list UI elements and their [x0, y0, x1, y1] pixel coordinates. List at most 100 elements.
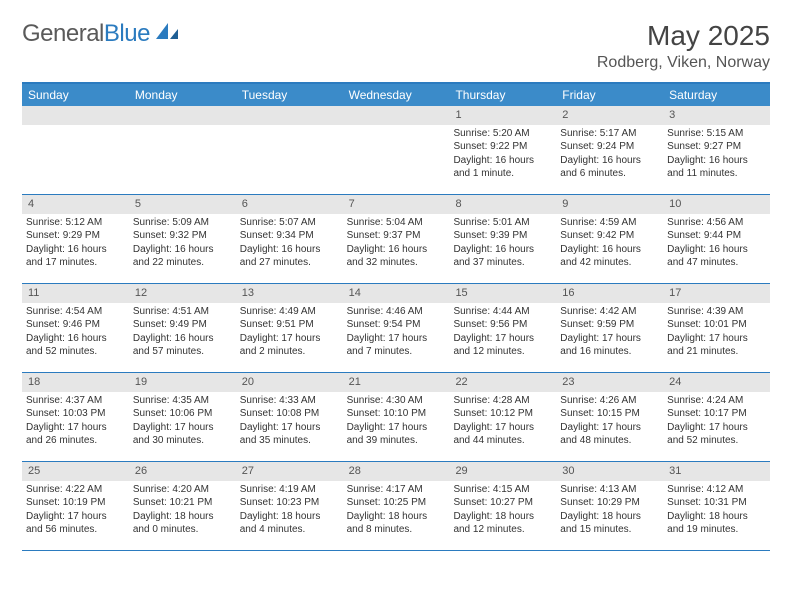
- day-details: Sunrise: 4:42 AMSunset: 9:59 PMDaylight:…: [560, 305, 659, 359]
- calendar-day: 8Sunrise: 5:01 AMSunset: 9:39 PMDaylight…: [449, 195, 556, 283]
- calendar-day: 16Sunrise: 4:42 AMSunset: 9:59 PMDayligh…: [556, 284, 663, 372]
- day-detail-line: Sunset: 10:17 PM: [667, 407, 766, 421]
- day-detail-line: and 15 minutes.: [560, 523, 659, 537]
- calendar-day: 29Sunrise: 4:15 AMSunset: 10:27 PMDaylig…: [449, 462, 556, 550]
- day-number: 18: [22, 373, 129, 392]
- day-number: 27: [236, 462, 343, 481]
- day-number: 5: [129, 195, 236, 214]
- day-detail-line: and 4 minutes.: [240, 523, 339, 537]
- day-number: 17: [663, 284, 770, 303]
- day-detail-line: Daylight: 17 hours: [133, 421, 232, 435]
- day-detail-line: Sunrise: 4:54 AM: [26, 305, 125, 319]
- day-detail-line: Sunset: 10:06 PM: [133, 407, 232, 421]
- calendar-week: 11Sunrise: 4:54 AMSunset: 9:46 PMDayligh…: [22, 284, 770, 373]
- weekday-header: Wednesday: [343, 84, 450, 106]
- day-detail-line: Sunrise: 5:07 AM: [240, 216, 339, 230]
- day-detail-line: Sunrise: 5:09 AM: [133, 216, 232, 230]
- calendar-day: 28Sunrise: 4:17 AMSunset: 10:25 PMDaylig…: [343, 462, 450, 550]
- day-details: Sunrise: 4:30 AMSunset: 10:10 PMDaylight…: [347, 394, 446, 448]
- day-detail-line: and 39 minutes.: [347, 434, 446, 448]
- day-detail-line: and 35 minutes.: [240, 434, 339, 448]
- day-detail-line: Sunset: 10:12 PM: [453, 407, 552, 421]
- day-detail-line: and 19 minutes.: [667, 523, 766, 537]
- day-number: 23: [556, 373, 663, 392]
- day-details: Sunrise: 4:28 AMSunset: 10:12 PMDaylight…: [453, 394, 552, 448]
- day-detail-line: Daylight: 17 hours: [453, 421, 552, 435]
- day-detail-line: Sunrise: 4:26 AM: [560, 394, 659, 408]
- day-detail-line: Daylight: 17 hours: [347, 421, 446, 435]
- day-detail-line: and 57 minutes.: [133, 345, 232, 359]
- calendar-day: 2 Sunrise: 5:17 AMSunset: 9:24 PMDaylight…: [556, 106, 663, 194]
- day-detail-line: Sunset: 10:19 PM: [26, 496, 125, 510]
- day-detail-line: Sunrise: 4:33 AM: [240, 394, 339, 408]
- day-number: 19: [129, 373, 236, 392]
- day-details: Sunrise: 4:26 AMSunset: 10:15 PMDaylight…: [560, 394, 659, 448]
- day-details: Sunrise: 4:59 AMSunset: 9:42 PMDaylight:…: [560, 216, 659, 270]
- day-detail-line: Daylight: 17 hours: [240, 421, 339, 435]
- calendar-day: 1Sunrise: 5:20 AMSunset: 9:22 PMDaylight…: [449, 106, 556, 194]
- day-detail-line: and 17 minutes.: [26, 256, 125, 270]
- day-detail-line: Daylight: 17 hours: [240, 332, 339, 346]
- day-detail-line: Sunrise: 4:30 AM: [347, 394, 446, 408]
- day-detail-line: Daylight: 17 hours: [667, 332, 766, 346]
- calendar-week: 25Sunrise: 4:22 AMSunset: 10:19 PMDaylig…: [22, 462, 770, 551]
- day-detail-line: Sunrise: 4:22 AM: [26, 483, 125, 497]
- day-detail-line: Daylight: 17 hours: [560, 332, 659, 346]
- day-number: 12: [129, 284, 236, 303]
- day-number: 29: [449, 462, 556, 481]
- calendar-day: 11Sunrise: 4:54 AMSunset: 9:46 PMDayligh…: [22, 284, 129, 372]
- calendar-week: 1Sunrise: 5:20 AMSunset: 9:22 PMDaylight…: [22, 106, 770, 195]
- day-number: 30: [556, 462, 663, 481]
- calendar-day: 5 Sunrise: 5:09 AMSunset: 9:32 PMDaylight…: [129, 195, 236, 283]
- day-detail-line: and 6 minutes.: [560, 167, 659, 181]
- calendar-day: 13Sunrise: 4:49 AMSunset: 9:51 PMDayligh…: [236, 284, 343, 372]
- day-number: 26: [129, 462, 236, 481]
- day-detail-line: and 30 minutes.: [133, 434, 232, 448]
- day-detail-line: Daylight: 16 hours: [560, 154, 659, 168]
- day-detail-line: Sunset: 10:15 PM: [560, 407, 659, 421]
- day-detail-line: and 56 minutes.: [26, 523, 125, 537]
- day-details: Sunrise: 4:24 AMSunset: 10:17 PMDaylight…: [667, 394, 766, 448]
- day-details: Sunrise: 5:15 AMSunset: 9:27 PMDaylight:…: [667, 127, 766, 181]
- day-detail-line: Sunrise: 4:12 AM: [667, 483, 766, 497]
- day-details: Sunrise: 5:07 AMSunset: 9:34 PMDaylight:…: [240, 216, 339, 270]
- day-detail-line: Sunrise: 5:20 AM: [453, 127, 552, 141]
- day-number: 11: [22, 284, 129, 303]
- day-number: [22, 106, 129, 125]
- day-details: Sunrise: 4:19 AMSunset: 10:23 PMDaylight…: [240, 483, 339, 537]
- weekday-header-row: SundayMondayTuesdayWednesdayThursdayFrid…: [22, 84, 770, 106]
- day-number: 20: [236, 373, 343, 392]
- day-detail-line: and 52 minutes.: [26, 345, 125, 359]
- day-number: [343, 106, 450, 125]
- day-number: [236, 106, 343, 125]
- day-detail-line: Sunset: 9:29 PM: [26, 229, 125, 243]
- day-detail-line: Daylight: 16 hours: [240, 243, 339, 257]
- day-detail-line: Sunrise: 4:59 AM: [560, 216, 659, 230]
- day-detail-line: Sunset: 9:42 PM: [560, 229, 659, 243]
- day-details: Sunrise: 5:09 AMSunset: 9:32 PMDaylight:…: [133, 216, 232, 270]
- brand-logo: GeneralBlue: [22, 20, 180, 48]
- calendar-day: 22Sunrise: 4:28 AMSunset: 10:12 PMDaylig…: [449, 373, 556, 461]
- day-number: 2: [556, 106, 663, 125]
- calendar-day: 18Sunrise: 4:37 AMSunset: 10:03 PMDaylig…: [22, 373, 129, 461]
- day-detail-line: Daylight: 18 hours: [453, 510, 552, 524]
- calendar-day: 27 Sunrise: 4:19 AMSunset: 10:23 PMDaylig…: [236, 462, 343, 550]
- day-detail-line: Daylight: 18 hours: [560, 510, 659, 524]
- calendar-grid: SundayMondayTuesdayWednesdayThursdayFrid…: [22, 82, 770, 551]
- day-detail-line: Sunset: 9:54 PM: [347, 318, 446, 332]
- day-detail-line: Sunset: 10:25 PM: [347, 496, 446, 510]
- calendar-day: 24Sunrise: 4:24 AMSunset: 10:17 PMDaylig…: [663, 373, 770, 461]
- day-number: 28: [343, 462, 450, 481]
- title-block: May 2025 Rodberg, Viken, Norway: [597, 20, 770, 72]
- day-detail-line: Sunrise: 5:04 AM: [347, 216, 446, 230]
- day-detail-line: Daylight: 17 hours: [347, 332, 446, 346]
- day-details: Sunrise: 5:17 AMSunset: 9:24 PMDaylight:…: [560, 127, 659, 181]
- calendar-body: 1Sunrise: 5:20 AMSunset: 9:22 PMDaylight…: [22, 106, 770, 551]
- calendar-day: [343, 106, 450, 194]
- calendar-day: 9Sunrise: 4:59 AMSunset: 9:42 PMDaylight…: [556, 195, 663, 283]
- day-detail-line: Sunrise: 4:15 AM: [453, 483, 552, 497]
- day-number: 6: [236, 195, 343, 214]
- day-detail-line: Sunset: 9:24 PM: [560, 140, 659, 154]
- day-detail-line: and 44 minutes.: [453, 434, 552, 448]
- calendar-day: 12Sunrise: 4:51 AMSunset: 9:49 PMDayligh…: [129, 284, 236, 372]
